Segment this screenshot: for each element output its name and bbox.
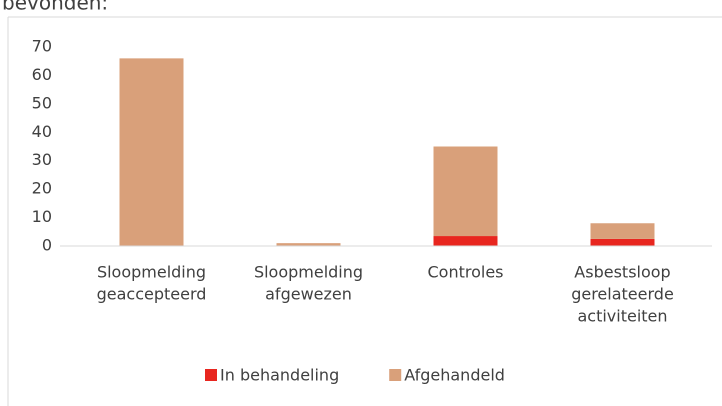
x-tick-label: Sloopmelding: [254, 263, 363, 282]
legend-swatch: [389, 369, 402, 381]
bar-segment: [276, 243, 341, 246]
y-tick-label: 10: [32, 207, 52, 226]
cropped-heading: bevonden:: [2, 0, 108, 15]
y-tick-label: 30: [32, 150, 52, 169]
bar-segment: [590, 223, 655, 239]
bar-segment: [119, 58, 184, 246]
y-tick-label: 20: [32, 179, 52, 198]
y-tick-label: 50: [32, 93, 52, 112]
y-tick-label: 40: [32, 122, 52, 141]
bar-segment: [590, 238, 655, 246]
x-tick-label: activiteiten: [577, 307, 667, 326]
x-tick-label: Controles: [427, 263, 503, 282]
x-tick-label: gerelateerde: [571, 285, 674, 304]
legend-swatch: [205, 369, 217, 381]
y-tick-label: 0: [42, 236, 52, 255]
legend-label: In behandeling: [220, 366, 339, 385]
x-tick-label: Sloopmelding: [97, 263, 206, 282]
x-tick-label: afgewezen: [265, 285, 352, 304]
bar-segment: [433, 236, 498, 246]
bar-segment: [433, 146, 498, 237]
x-tick-label: geaccepteerd: [97, 285, 207, 304]
x-tick-label: Asbestsloop: [574, 263, 670, 282]
legend-label: Afgehandeld: [404, 366, 505, 385]
y-tick-label: 60: [32, 65, 52, 84]
y-tick-label: 70: [32, 37, 52, 56]
